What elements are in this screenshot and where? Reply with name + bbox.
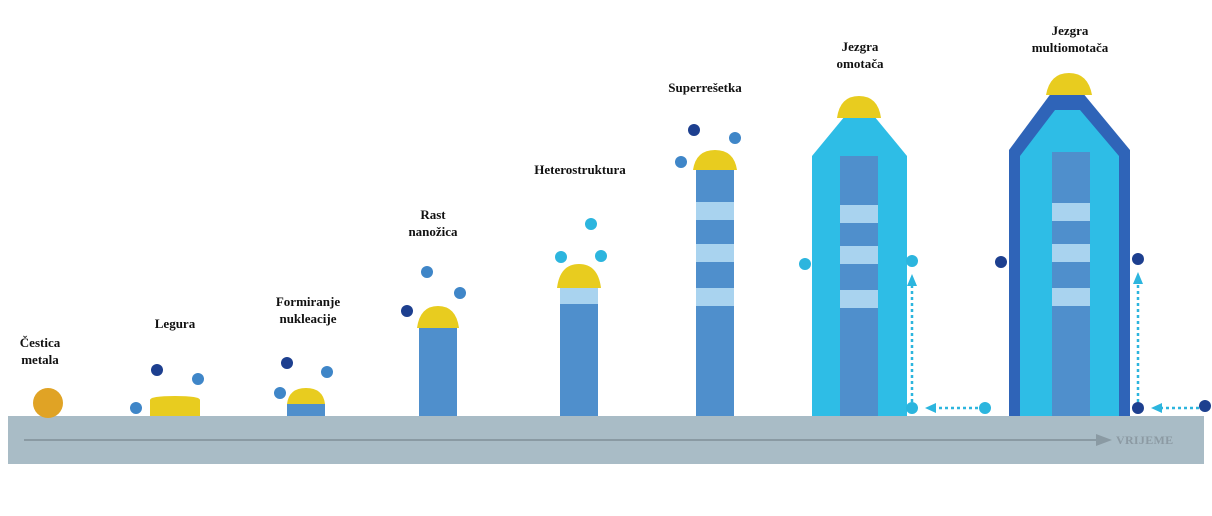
multishell-catalyst — [1046, 73, 1092, 95]
hetero-catalyst — [557, 264, 601, 288]
deposition-arrow-head — [907, 274, 917, 286]
atom-mid — [421, 266, 433, 278]
nanowire-catalyst — [417, 306, 459, 328]
atom-mid — [274, 387, 286, 399]
multishell-segment — [1052, 288, 1090, 306]
multishell-segment — [1052, 244, 1090, 262]
nucleus-catalyst — [287, 388, 325, 404]
atom-light — [799, 258, 811, 270]
atom-mid — [675, 156, 687, 168]
deposition-arrow-head — [1151, 403, 1162, 413]
label-superlattice: Superrešetka — [655, 79, 755, 96]
atom-light — [585, 218, 597, 230]
label-line: Superrešetka — [668, 80, 742, 95]
atom-light — [906, 255, 918, 267]
label-core-shell: Jezgra omotača — [820, 38, 900, 72]
atom-light — [555, 251, 567, 263]
label-line: nukleacije — [279, 311, 337, 326]
nucleus-wire — [287, 404, 325, 416]
atom-dark — [1132, 253, 1144, 265]
atom-dark — [151, 364, 163, 376]
atom-dark — [1132, 402, 1144, 414]
label-core-multishell: Jezgra multiomotača — [1020, 22, 1120, 56]
label-metal-particle: Čestica metala — [10, 334, 70, 368]
deposition-arrow-head — [925, 403, 936, 413]
label-nanowire-growth: Rast nanožica — [393, 206, 473, 240]
atom-light — [979, 402, 991, 414]
label-nucleation: Formiranje nukleacije — [263, 293, 353, 327]
atom-mid — [192, 373, 204, 385]
nanowire — [419, 327, 457, 416]
label-line: Heterostruktura — [534, 162, 626, 177]
atom-dark — [688, 124, 700, 136]
superlattice-segment — [696, 244, 734, 262]
core-wire — [840, 156, 878, 416]
multishell-segment — [1052, 203, 1090, 221]
atom-mid — [130, 402, 142, 414]
atom-dark — [1199, 400, 1211, 412]
atom-dark — [995, 256, 1007, 268]
atom-dark — [401, 305, 413, 317]
core-shell-catalyst — [837, 96, 881, 118]
time-arrow-head — [1096, 434, 1112, 446]
label-line: metala — [21, 352, 59, 367]
superlattice-catalyst — [693, 150, 737, 170]
hetero-segment — [560, 286, 598, 304]
superlattice-segment — [696, 288, 734, 306]
hetero-wire — [560, 304, 598, 416]
label-line: Čestica — [19, 335, 61, 350]
core-segment — [840, 290, 878, 308]
deposition-arrow-head — [1133, 272, 1143, 284]
core-segment — [840, 205, 878, 223]
superlattice-segment — [696, 202, 734, 220]
label-line: Jezgra — [1051, 23, 1089, 38]
label-line: nanožica — [408, 224, 458, 239]
metal-particle — [33, 388, 63, 418]
atom-mid — [729, 132, 741, 144]
alloy-droplet — [150, 396, 200, 416]
label-alloy: Legura — [140, 315, 210, 332]
time-axis-label: VRIJEME — [1116, 433, 1174, 447]
atom-dark — [281, 357, 293, 369]
multishell-core-wire — [1052, 152, 1090, 416]
label-line: omotača — [836, 56, 884, 71]
atom-light — [595, 250, 607, 262]
label-line: Legura — [154, 316, 196, 331]
atom-light — [906, 402, 918, 414]
label-heterostructure: Heterostruktura — [520, 161, 640, 178]
atom-mid — [454, 287, 466, 299]
core-segment — [840, 246, 878, 264]
label-line: Formiranje — [275, 294, 341, 309]
label-line: Rast — [420, 207, 446, 222]
label-line: Jezgra — [841, 39, 879, 54]
label-line: multiomotača — [1031, 40, 1109, 55]
atom-mid — [321, 366, 333, 378]
